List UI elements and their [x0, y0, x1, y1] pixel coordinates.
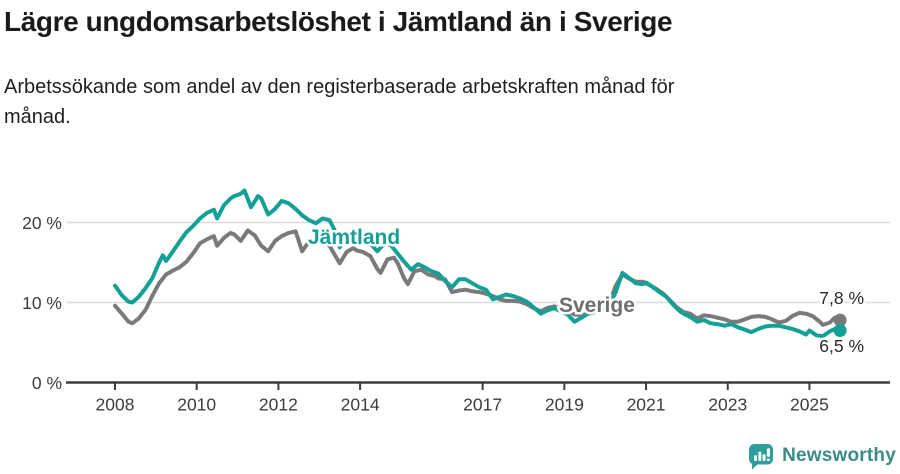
y-axis-label-20: 20 %	[22, 213, 62, 233]
sverige-end-dot	[833, 313, 847, 327]
x-axis-label-2008: 2008	[96, 395, 135, 415]
newsworthy-logo-icon	[749, 444, 774, 470]
jamtland-end-value-label: 6,5 %	[819, 336, 864, 356]
sverige-series-label: Sverige	[559, 294, 635, 317]
y-axis-label-10: 10 %	[22, 293, 62, 313]
jamtland-end-dot	[833, 324, 847, 337]
jamtland-line	[113, 188, 843, 339]
jamtland-series-label: Jämtland	[308, 226, 400, 249]
x-axis-label-2023: 2023	[708, 395, 747, 415]
sverige-line	[113, 228, 843, 327]
sverige-end-value-label: 7,8 %	[819, 288, 864, 308]
x-axis-label-2010: 2010	[177, 395, 216, 415]
chart-subtitle: Arbetssökande som andel av den registerb…	[4, 76, 675, 128]
x-axis-label-2025: 2025	[790, 395, 829, 415]
x-axis-label-2014: 2014	[341, 395, 380, 415]
x-axis-label-2012: 2012	[259, 395, 298, 415]
x-axis-label-2019: 2019	[545, 395, 584, 415]
newsworthy-logo-text: Newsworthy	[782, 445, 896, 466]
chart-title: Lägre ungdomsarbetslöshet i Jämtland än …	[4, 6, 673, 37]
x-axis-label-2021: 2021	[627, 395, 666, 415]
line-chart: 0 % 10 % 20 % 2008 2010 2012 2014 2017 2019 2021 2…	[22, 188, 890, 415]
y-axis-label-0: 0 %	[32, 373, 62, 393]
x-axis-label-2017: 2017	[463, 395, 502, 415]
newsworthy-logo: Newsworthy	[747, 442, 896, 470]
